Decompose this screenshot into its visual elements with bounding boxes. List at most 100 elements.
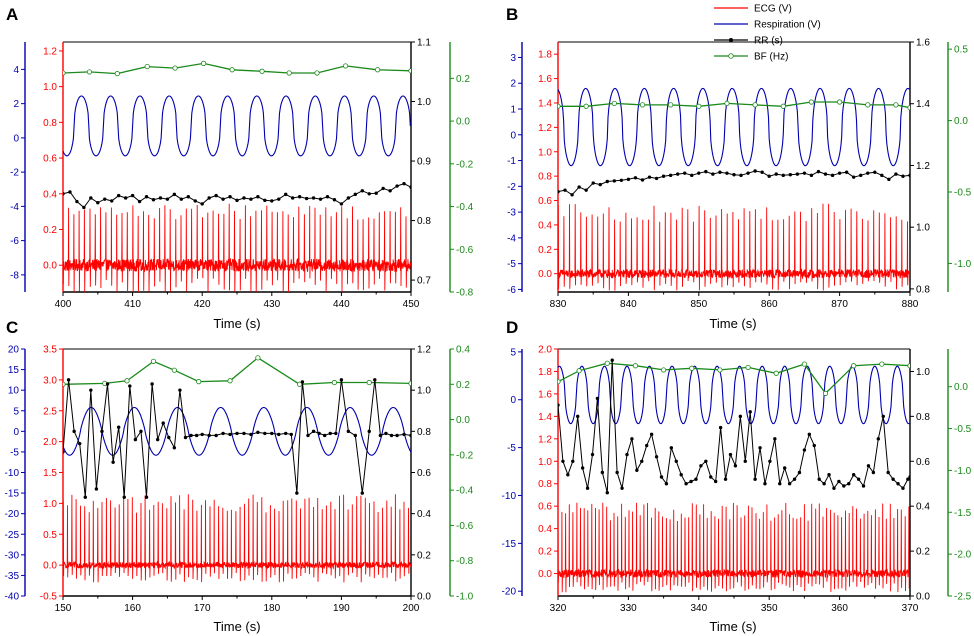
- x-tick-label: 330: [620, 603, 637, 614]
- rr-point: [78, 441, 82, 446]
- rr-point: [172, 446, 177, 450]
- rr-point: [402, 432, 406, 437]
- rr-point: [133, 437, 138, 442]
- panel-a: A 400 410 420 430 440 450 Time (s) -8 -6 -4 -2 0 2 4 0.…: [6, 5, 474, 331]
- rr-point: [409, 433, 411, 438]
- x-tick-label: 340: [690, 603, 707, 614]
- rr-point: [263, 198, 267, 203]
- rr-point: [317, 431, 321, 436]
- legend-rr-label: RR (s): [754, 36, 783, 47]
- rr-point: [654, 176, 659, 181]
- bf-point: [907, 363, 910, 369]
- ecg-tick-label: 0.4: [538, 524, 552, 535]
- rr-point: [242, 431, 246, 436]
- rr-point: [753, 169, 757, 173]
- rr-point: [295, 491, 299, 495]
- bf-tick-label: 0.2: [456, 380, 470, 391]
- rr-point: [774, 172, 778, 176]
- bf-point: [408, 68, 411, 74]
- ecg-tick-label: 0.8: [538, 479, 552, 490]
- rr-point: [640, 178, 645, 182]
- ecg-tick-label: 3.5: [43, 345, 57, 356]
- bf-tick-label: -0.4: [456, 486, 474, 497]
- rr-tick-label: 1.0: [916, 223, 930, 234]
- rr-point: [561, 459, 565, 463]
- rr-point: [633, 176, 638, 180]
- rr-tick-label: 1.2: [916, 161, 930, 172]
- rr-point: [647, 175, 652, 179]
- respiration-tick-label: 10: [8, 386, 20, 397]
- plot-area: [558, 358, 910, 593]
- rr-point: [178, 388, 182, 392]
- ecg-tick-label: 1.8: [538, 367, 552, 378]
- rr-point: [699, 464, 703, 468]
- rr-point: [75, 199, 79, 204]
- rr-point: [388, 189, 392, 193]
- rr-point: [284, 431, 288, 436]
- rr-point: [713, 479, 718, 484]
- rr-point: [871, 470, 876, 475]
- ecg-tick-label: 0.5: [43, 530, 57, 541]
- rr-point: [738, 414, 743, 419]
- respiration-tick-label: -3: [507, 208, 516, 219]
- respiration-tick-label: -10: [502, 491, 517, 502]
- rr-point: [788, 173, 793, 177]
- bf-point: [86, 69, 93, 75]
- bf-point: [696, 103, 702, 109]
- x-tick-label: 200: [403, 603, 420, 614]
- bf-point: [366, 379, 372, 386]
- bf-point: [583, 103, 589, 109]
- rr-point: [584, 188, 588, 192]
- rr-point: [859, 173, 863, 178]
- rr-point: [830, 173, 835, 178]
- rr-point: [167, 435, 171, 440]
- rr-point: [334, 431, 338, 436]
- rr-point: [158, 196, 163, 200]
- bf-point: [660, 367, 667, 373]
- rr-point: [409, 185, 411, 189]
- rr-point: [610, 358, 614, 362]
- x-tick-label: 170: [194, 603, 211, 614]
- bf-series-line: [558, 101, 910, 109]
- panel-letter: C: [6, 318, 18, 337]
- bf-point: [576, 368, 582, 374]
- x-tick-label: 850: [690, 299, 707, 310]
- rr-point: [654, 455, 659, 459]
- rr-point: [763, 482, 767, 486]
- bf-point: [286, 70, 292, 76]
- rr-point: [908, 173, 910, 178]
- ecg-series-line: [63, 494, 411, 583]
- plot-area: [558, 87, 910, 291]
- rr-tick-label: 0.0: [916, 592, 930, 603]
- rr-point: [746, 171, 750, 175]
- bf-point: [836, 99, 843, 105]
- bf-point: [879, 361, 885, 367]
- rr-point: [249, 432, 253, 437]
- ecg-tick-label: 1.2: [43, 46, 57, 57]
- respiration-tick-label: 3: [510, 53, 516, 64]
- respiration-series-line: [558, 87, 910, 167]
- rr-point: [189, 433, 193, 438]
- rr-point: [802, 171, 807, 175]
- rr-series-line: [63, 183, 411, 209]
- rr-point: [228, 432, 232, 437]
- bf-point: [150, 358, 157, 364]
- bf-point: [255, 355, 261, 361]
- bf-tick-label: 0.0: [456, 415, 470, 426]
- bf-point: [717, 367, 723, 373]
- rr-tick-label: 1.6: [916, 38, 930, 49]
- respiration-tick-label: 0: [510, 130, 516, 141]
- ecg-tick-label: 1.8: [538, 50, 552, 61]
- rr-point: [558, 403, 560, 407]
- rr-point: [709, 475, 713, 479]
- bf-point: [724, 100, 730, 107]
- legend-bf-label: BF (Hz): [754, 52, 788, 63]
- bf-point: [144, 63, 150, 70]
- rr-tick-label: 0.9: [417, 157, 431, 168]
- rr-tick-label: 1.4: [916, 99, 930, 110]
- rr-point: [683, 171, 687, 175]
- respiration-tick-label: 0: [13, 133, 19, 144]
- x-tick-label: 400: [55, 299, 72, 310]
- rr-point: [605, 179, 609, 184]
